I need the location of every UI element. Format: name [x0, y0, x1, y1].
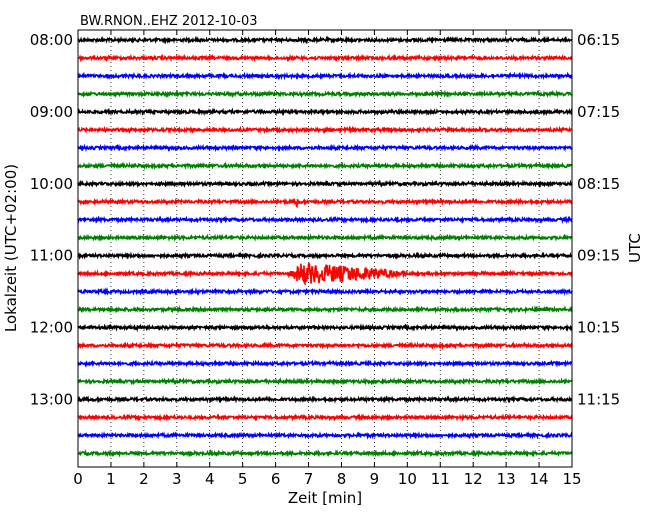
y-tick-label-left: 13:00	[30, 390, 73, 408]
seismogram-trace	[77, 448, 573, 458]
y-tick-label-right: 08:15	[577, 175, 620, 193]
y-tick-label-left: 08:00	[30, 31, 73, 49]
x-tick-label: 9	[370, 470, 380, 488]
plot-frame	[77, 29, 573, 468]
x-tick-label: 6	[271, 470, 281, 488]
y-tick-label-left: 11:00	[30, 247, 73, 265]
seismogram-trace	[77, 197, 573, 209]
seismogram-trace	[77, 394, 573, 404]
seismogram-trace	[77, 215, 573, 225]
x-tick-label: 5	[238, 470, 248, 488]
seismogram-trace	[77, 305, 573, 315]
y-axis-label-right: UTC	[626, 233, 644, 263]
seismogram-trace	[77, 430, 573, 440]
y-tick-label-left: 12:00	[30, 319, 73, 337]
seismogram-trace	[77, 53, 573, 63]
seismogram-trace	[77, 359, 573, 368]
x-tick-label: 4	[205, 470, 215, 488]
seismogram-trace	[77, 161, 573, 171]
y-tick-label-right: 10:15	[577, 319, 620, 337]
y-tick-label-right: 11:15	[577, 390, 620, 408]
x-tick-label: 8	[337, 470, 347, 488]
seismogram-trace	[77, 107, 573, 117]
seismogram-trace	[77, 179, 573, 189]
seismogram-trace	[77, 35, 573, 45]
seismogram-trace	[77, 233, 573, 243]
seismogram-trace	[77, 251, 573, 261]
seismogram-trace	[77, 71, 573, 81]
x-tick-label: 12	[464, 470, 483, 488]
x-tick-label: 11	[431, 470, 450, 488]
seismogram-trace	[77, 287, 573, 297]
axis-ticks: 0 1 2 3 4 5 6 7 8 9 10 11 12 13 14 1508:0009:0010:0011:…	[30, 30, 620, 488]
y-tick-label-right: 09:15	[577, 247, 620, 265]
seismogram-trace	[77, 262, 573, 286]
x-tick-label: 0	[73, 470, 83, 488]
seismogram-trace	[77, 341, 573, 350]
x-tick-label: 1	[106, 470, 116, 488]
seismogram-trace	[77, 413, 573, 422]
seismogram-trace	[77, 376, 573, 386]
grid-lines	[110, 30, 540, 467]
x-tick-label: 13	[497, 470, 516, 488]
y-tick-label-left: 09:00	[30, 103, 73, 121]
x-tick-label: 3	[172, 470, 182, 488]
x-tick-label: 15	[562, 470, 581, 488]
seismogram-trace	[77, 125, 573, 135]
chart-title: BW.RNON..EHZ 2012-10-03	[80, 14, 258, 29]
y-tick-label-left: 10:00	[30, 175, 73, 193]
trace-layer	[77, 35, 573, 458]
seismogram-trace	[77, 143, 573, 153]
x-tick-label: 7	[304, 470, 314, 488]
y-tick-label-right: 06:15	[577, 31, 620, 49]
seismogram-trace	[77, 89, 573, 99]
x-tick-label: 14	[530, 470, 549, 488]
y-tick-label-right: 07:15	[577, 103, 620, 121]
x-axis-label: Zeit [min]	[288, 489, 362, 507]
x-tick-label: 2	[139, 470, 149, 488]
y-axis-label-left: Lokalzeit (UTC+02:00)	[2, 164, 20, 332]
seismogram-trace	[77, 323, 573, 333]
x-tick-label: 10	[398, 470, 417, 488]
